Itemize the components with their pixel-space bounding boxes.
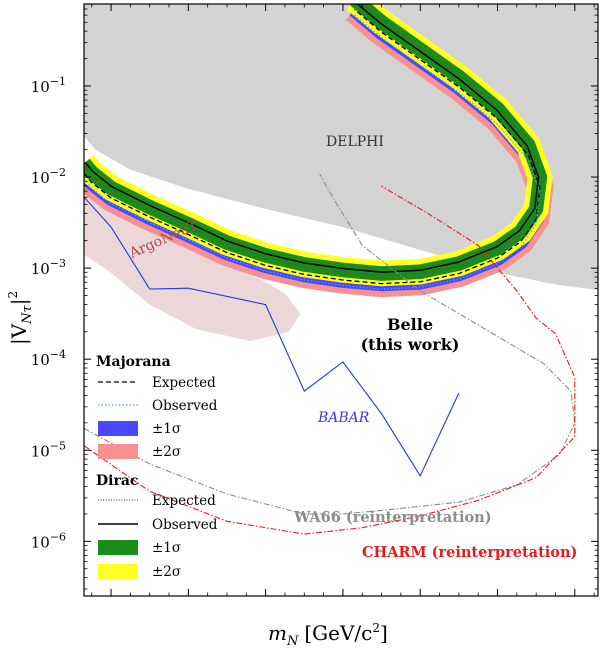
dirac-expected-line bbox=[84, 4, 543, 277]
dirac-observed-line bbox=[84, 4, 540, 273]
majorana-observed-line bbox=[84, 14, 541, 290]
majorana-1sigma-band bbox=[84, 4, 548, 292]
y-tick-exponent: −1 bbox=[50, 75, 66, 88]
charm-label: CHARM (reinterpretation) bbox=[362, 544, 577, 561]
y-tick-exponent: −6 bbox=[50, 530, 66, 543]
plot-area bbox=[84, 4, 598, 535]
legend-label-majorana-2sigma: ±2σ bbox=[152, 444, 181, 460]
legend-label-dirac-expected: Expected bbox=[152, 493, 216, 509]
y-tick-exponent: −5 bbox=[50, 439, 66, 452]
y-tick-label: 10−6 bbox=[31, 530, 66, 551]
babar-label: BABAR bbox=[317, 410, 370, 426]
y-tick-base: 10 bbox=[31, 351, 50, 369]
plot-frame bbox=[83, 3, 599, 597]
majorana-expected-line bbox=[84, 9, 541, 285]
belle-sublabel: (this work) bbox=[361, 335, 460, 354]
belle-label: Belle bbox=[387, 315, 433, 334]
y-tick-base: 10 bbox=[31, 78, 50, 96]
y-tick-exponent: −3 bbox=[50, 257, 66, 270]
legend-label-dirac-2sigma: ±2σ bbox=[152, 564, 181, 580]
series-line-wa66 bbox=[84, 174, 576, 515]
legend-label-majorana-expected: Expected bbox=[152, 375, 216, 391]
legend-dirac-title: Dirac bbox=[96, 473, 138, 489]
y-tick-base: 10 bbox=[31, 533, 50, 551]
y-tick-label: 10−1 bbox=[31, 75, 66, 96]
y-tick-label: 10−5 bbox=[31, 439, 66, 460]
series-line-charm bbox=[84, 185, 576, 535]
legend-label-dirac-observed: Observed bbox=[152, 517, 218, 533]
dirac-2sigma-band bbox=[84, 4, 553, 287]
legend-swatch-dirac-1sigma bbox=[98, 540, 138, 555]
legend-swatch-majorana-1sigma bbox=[98, 421, 138, 436]
y-tick-label: 10−4 bbox=[31, 348, 66, 369]
reference-limit-curves bbox=[84, 174, 576, 535]
series-line-babar bbox=[84, 196, 460, 477]
y-tick-base: 10 bbox=[31, 442, 50, 460]
legend-swatch-dirac-2sigma bbox=[98, 564, 138, 579]
y-tick-exponent: −4 bbox=[50, 348, 66, 361]
legend-swatch-majorana-2sigma bbox=[98, 444, 138, 459]
y-tick-exponent: −2 bbox=[50, 166, 66, 179]
legend-majorana-title: Majorana bbox=[96, 354, 171, 370]
legend-label-dirac-1sigma: ±1σ bbox=[152, 540, 181, 556]
wa66-label: WA66 (reinterpretation) bbox=[293, 509, 492, 526]
legend-label-majorana-1sigma: ±1σ bbox=[152, 421, 181, 437]
belle-limit-bands bbox=[84, 4, 554, 298]
dirac-1sigma-band bbox=[84, 4, 548, 281]
legend-label-majorana-observed: Observed bbox=[152, 398, 218, 414]
y-tick-label: 10−3 bbox=[31, 257, 66, 278]
delphi-label: DELPHI bbox=[326, 134, 384, 150]
y-tick-base: 10 bbox=[31, 260, 50, 278]
y-axis-title: |VNτ|2 bbox=[6, 291, 35, 345]
y-tick-label: 10−2 bbox=[31, 166, 66, 187]
axis-tick-labels: 10−110−210−310−410−510−6 bbox=[31, 75, 66, 551]
y-tick-base: 10 bbox=[31, 169, 50, 187]
legend: Majorana Expected Observed ±1σ ±2σ Dirac… bbox=[96, 354, 218, 580]
x-axis-title: mN [GeV/c2] bbox=[268, 621, 388, 649]
axis-ticks bbox=[84, 4, 598, 596]
